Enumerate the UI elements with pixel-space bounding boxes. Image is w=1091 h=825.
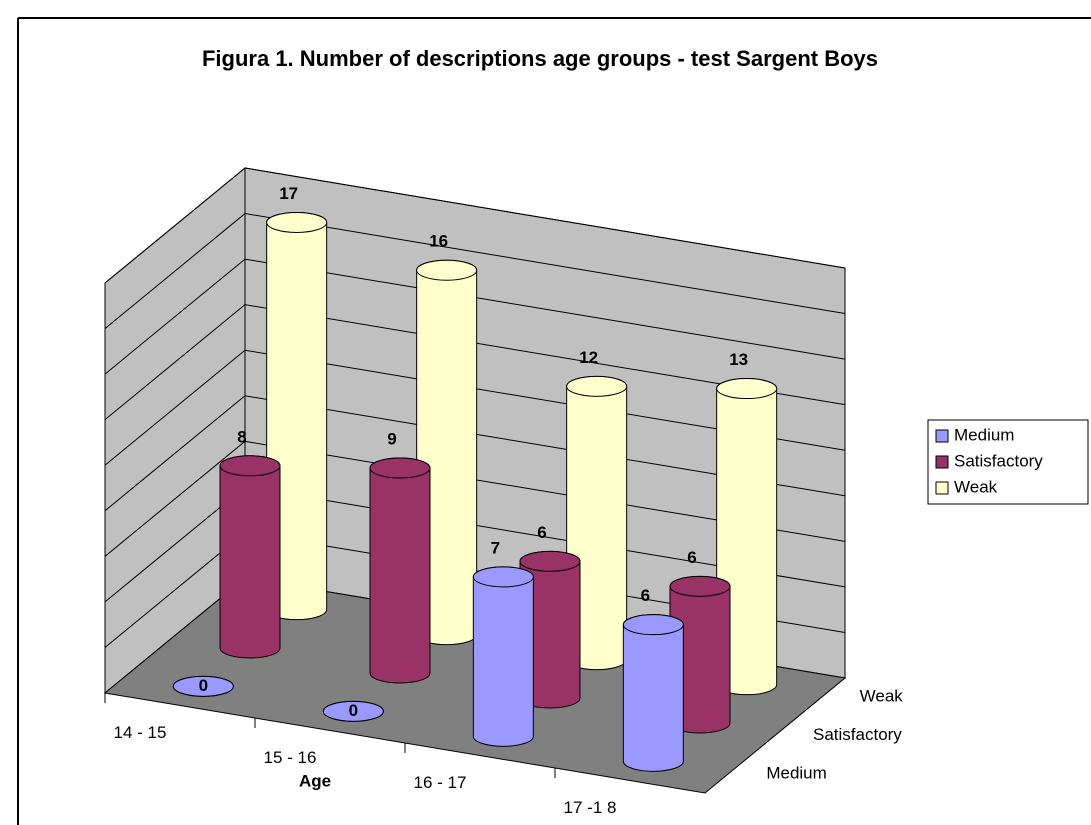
legend-box — [927, 419, 1089, 505]
cylinder — [369, 457, 431, 684]
cylinder-top — [716, 378, 778, 400]
grid-line — [104, 440, 846, 557]
x-tick-label: 17 -1 8 — [564, 798, 617, 817]
grid-line — [104, 304, 846, 421]
data-label: 12 — [579, 348, 598, 367]
legend-swatch — [935, 429, 949, 443]
cylinder-top — [566, 375, 628, 397]
legend-label: Medium — [954, 425, 1014, 444]
legend-label: Weak — [954, 477, 998, 496]
grid-line — [104, 395, 846, 512]
depth-tick-label: Satisfactory — [813, 725, 902, 744]
cylinder-top — [172, 675, 234, 697]
legend-label: Satisfactory — [954, 451, 1043, 470]
data-label: 6 — [641, 586, 650, 605]
data-label: 8 — [237, 427, 246, 446]
grid-line — [104, 213, 846, 329]
x-axis-label: Age — [299, 771, 331, 790]
cylinder — [622, 614, 684, 772]
grid-line — [104, 349, 846, 466]
legend-swatch — [935, 481, 949, 495]
cylinder-top — [369, 457, 431, 479]
data-label: 17 — [279, 184, 298, 203]
grid-line — [104, 167, 846, 284]
data-label: 0 — [199, 676, 208, 695]
data-label: 0 — [349, 701, 358, 720]
cylinder-top — [669, 575, 731, 597]
chart-title: Figura 1. Number of descriptions age gro… — [201, 46, 878, 71]
data-label: 6 — [537, 523, 546, 542]
data-label: 6 — [687, 548, 696, 567]
data-label: 13 — [729, 350, 748, 369]
depth-tick-label: Weak — [860, 687, 904, 706]
cylinder-top — [472, 566, 534, 588]
cylinder-top — [322, 700, 384, 722]
cylinder — [219, 455, 281, 659]
grid-line — [104, 258, 846, 375]
cylinder-top — [622, 614, 684, 636]
cylinder — [472, 566, 534, 747]
x-tick-label: 15 - 16 — [264, 748, 317, 767]
data-label: 16 — [429, 232, 448, 251]
data-label: 9 — [387, 429, 396, 448]
x-tick-label: 16 - 17 — [414, 773, 467, 792]
cylinder-top — [416, 259, 478, 281]
depth-tick-label: Medium — [766, 763, 826, 782]
x-tick-label: 14 - 15 — [114, 723, 167, 742]
cylinder-top — [266, 211, 328, 233]
legend-swatch — [935, 455, 949, 469]
cylinder-top — [219, 455, 281, 477]
cylinder-top — [519, 550, 581, 572]
data-label: 7 — [491, 538, 500, 557]
